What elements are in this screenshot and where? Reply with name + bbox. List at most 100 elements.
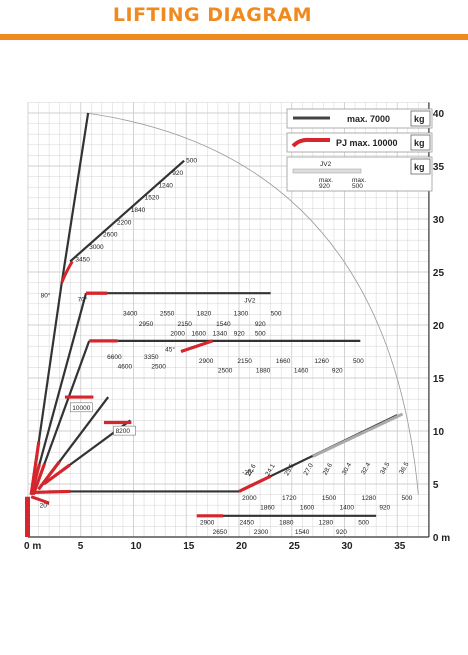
legend: max. 7000 kg PJ max. 10000 kg JV2 max. 9…: [286, 108, 433, 192]
load-label-45-right-bottom: 920: [332, 368, 343, 375]
legend-jv2-title: JV2: [320, 161, 332, 168]
legend-max-boom: max. 7000: [347, 114, 390, 124]
load-label-45-right-top: 500: [353, 358, 364, 365]
load-label-45-left-bottom: 4600: [118, 363, 133, 370]
y-tick-label: 10: [433, 427, 445, 438]
legend-unit-1: kg: [414, 114, 425, 124]
title-underline: [0, 34, 468, 40]
boom-45-knuckle: [180, 339, 214, 354]
angle-label-80: 80°: [41, 291, 51, 299]
boom-horizontal-red: [30, 489, 71, 495]
load-label-70-top: 2550: [160, 310, 175, 317]
load-label-vertical: 1840: [131, 207, 146, 214]
load-label-box-8200: 8200: [116, 428, 131, 435]
legend-jv2-right-a: max.: [352, 177, 366, 184]
load-label-horizontal-top: 1280: [362, 495, 377, 502]
x-tick-label: 5: [78, 541, 84, 552]
x-tick-label: 15: [183, 541, 195, 552]
load-label-45-right-top: 1260: [314, 358, 329, 365]
load-label-ground-bottom: 1540: [295, 529, 310, 536]
load-label-45-top: 2000: [170, 331, 185, 338]
legend-row-jv2: [286, 156, 433, 192]
load-label-45-left-bottom: 2500: [151, 363, 166, 370]
load-label-horizontal-bottom: 1400: [340, 504, 355, 511]
load-label-45-right-top: 1660: [276, 358, 291, 365]
load-label-70-top: 500: [271, 310, 282, 317]
x-tick-label: 10: [131, 541, 143, 552]
angle-label-70: 70°: [78, 296, 88, 304]
boom-80-knuckle: [60, 260, 74, 284]
angle-label-minus25: -25°: [242, 468, 254, 476]
boom-diagonal-base: [238, 474, 272, 493]
load-labels: 80° 70° 45° 20° -25° 500 920 1240 1520 1840 2200 26…: [40, 158, 413, 536]
load-label-45-left-top: 3350: [144, 354, 159, 361]
y-unit-label: 0 m: [433, 533, 450, 544]
load-label-horizontal-top: 1500: [322, 495, 337, 502]
legend-jv2-left-b: 920: [319, 183, 330, 190]
load-label-45-right-top: 2150: [237, 358, 252, 365]
load-label-70-bottom: 920: [255, 321, 266, 328]
load-label-horizontal-bottom: 1600: [300, 504, 315, 511]
reach-label: 27.0: [303, 462, 316, 477]
y-tick-label: 5: [433, 480, 439, 491]
y-tick-label: 30: [433, 215, 445, 226]
boom-80-jib: [69, 159, 185, 263]
load-label-horizontal-top: 500: [401, 495, 412, 502]
load-label-ground-top: 2450: [240, 519, 255, 526]
legend-jv2-right-b: 500: [352, 183, 363, 190]
page-title: LIFTING DIAGRAM: [112, 4, 313, 26]
x-tick-label: 30: [342, 541, 354, 552]
reach-label: 22.6: [245, 463, 258, 478]
legend-row-boom: [286, 108, 433, 129]
boom-diagonal-extension: [312, 412, 404, 458]
load-label-ground-top: 500: [358, 519, 369, 526]
load-label-70-top: 1820: [197, 310, 212, 317]
load-label-45-left-top: 6600: [107, 354, 122, 361]
load-label-horizontal-top: 1720: [282, 495, 297, 502]
load-label-vertical: 1240: [158, 182, 173, 189]
crane-column: [25, 496, 30, 537]
load-label-horizontal-top: 2000: [242, 495, 257, 502]
load-label-70-bottom: 1540: [216, 321, 231, 328]
load-label-45-top: 1340: [213, 331, 228, 338]
load-label-45-top: 920: [234, 331, 245, 338]
load-label-ground-bottom: 2650: [213, 529, 228, 536]
load-label-45-top: 500: [255, 331, 266, 338]
load-label-horizontal-bottom: 920: [379, 504, 390, 511]
load-label-45-right-bottom: 1880: [256, 368, 271, 375]
x-tick-label: 0 m: [24, 541, 41, 552]
load-label-vertical: 500: [186, 158, 197, 165]
legend-jv2-left-a: max.: [319, 177, 333, 184]
legend-row-pj: [286, 132, 433, 153]
boom-configurations: [25, 112, 404, 537]
reach-label: 32.4: [360, 461, 373, 476]
load-label-70-top: 3400: [123, 310, 138, 317]
load-label-ground-top: 2900: [200, 519, 215, 526]
reach-label: 30.4: [341, 461, 354, 476]
boom-low-red: [30, 495, 50, 505]
y-tick-label: 40: [433, 109, 445, 120]
angle-label-45: 45°: [165, 346, 175, 354]
load-label-70-jv2: JV2: [244, 298, 256, 305]
load-label-ground-top: 1280: [319, 519, 334, 526]
boom-70-main: [30, 292, 88, 495]
x-tick-label: 35: [394, 541, 406, 552]
load-label-45-top: 1600: [192, 331, 207, 338]
angle-label-20: 20°: [40, 501, 50, 509]
legend-unit-3: kg: [414, 162, 425, 172]
load-label-box-10000: 10000: [72, 405, 90, 412]
load-label-70-bottom: 2150: [177, 321, 192, 328]
load-label-45-right-top: 2900: [199, 358, 214, 365]
boom-short-2-base: [42, 463, 71, 486]
load-label-box-10000-box: [70, 402, 93, 413]
x-tick-label: 20: [236, 541, 248, 552]
reach-envelope: [85, 112, 419, 495]
load-label-ground-bottom: 920: [336, 529, 347, 536]
boom-70-main-base: [29, 463, 41, 496]
load-label-70-top: 1300: [234, 310, 249, 317]
load-label-vertical: 1520: [145, 195, 160, 202]
load-label-45-right-bottom: 1460: [294, 368, 309, 375]
legend-max-pj: PJ max. 10000: [336, 138, 398, 148]
load-label-vertical: 2200: [117, 219, 132, 226]
